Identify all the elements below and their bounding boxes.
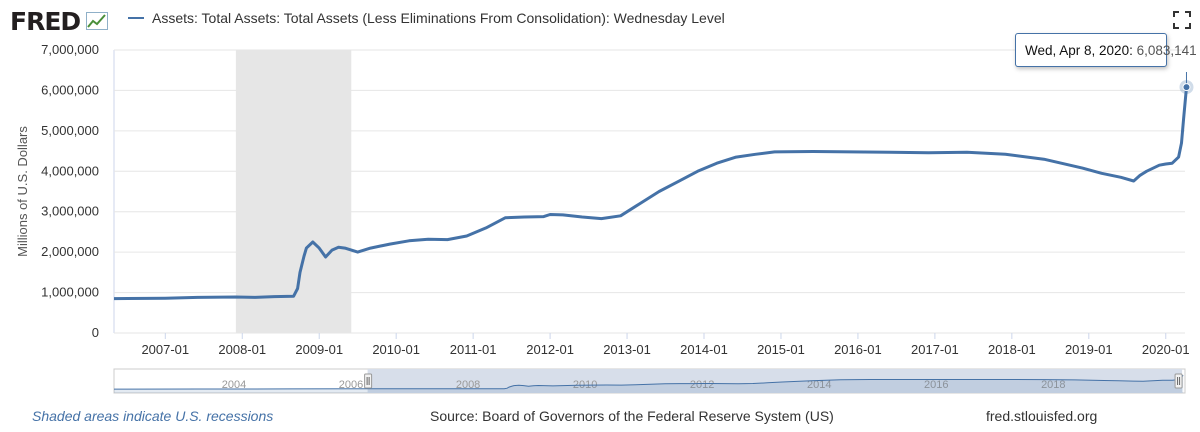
chart-footer: Shaded areas indicate U.S. recessions So… [0, 408, 1200, 428]
x-tick-label: 2020-01 [1142, 342, 1190, 357]
navigator-handle[interactable] [364, 373, 373, 389]
series-title: Assets: Total Assets: Total Assets (Less… [152, 10, 725, 26]
y-tick-label: 7,000,000 [41, 42, 99, 57]
navigator-year-label: 2016 [924, 379, 948, 391]
navigator-year-label: 2004 [222, 379, 246, 391]
legend-swatch [128, 17, 144, 19]
x-tick-label: 2008-01 [218, 342, 266, 357]
x-tick-label: 2013-01 [603, 342, 651, 357]
series-line [113, 86, 1188, 301]
x-tick-label: 2010-01 [372, 342, 420, 357]
navigator-year-label: 2012 [690, 379, 714, 391]
y-tick-label: 2,000,000 [41, 244, 99, 259]
y-tick-label: 1,000,000 [41, 285, 99, 300]
x-axis: 2007-01 2008-01 2009-01 2010-01 2011-01 2012-… [141, 333, 1190, 357]
x-tick-label: 2007-01 [141, 342, 189, 357]
x-tick-label: 2017-01 [911, 342, 959, 357]
fred-logo-text: FRED [10, 6, 81, 36]
y-tick-label: 0 [92, 325, 99, 340]
fred-logo[interactable]: FRED [10, 6, 109, 36]
fred-url-link[interactable]: fred.stlouisfed.org [986, 408, 1098, 424]
range-navigator: 2004 2006 2008 2010 2012 2014 2016 2018 [113, 368, 1186, 394]
recession-shading [235, 50, 352, 333]
y-tick-label: 3,000,000 [41, 204, 99, 219]
series-legend: Assets: Total Assets: Total Assets (Less… [128, 10, 725, 26]
navigator-handle[interactable] [1174, 373, 1183, 389]
recession-note: Shaded areas indicate U.S. recessions [32, 408, 274, 424]
x-tick-label: 2011-01 [450, 342, 497, 357]
tooltip-value: 6,083,141 [1136, 43, 1197, 58]
navigator-year-label: 2008 [456, 379, 480, 391]
y-tick-label: 5,000,000 [41, 123, 99, 138]
expand-icon[interactable] [1172, 10, 1192, 30]
x-tick-label: 2015-01 [757, 342, 805, 357]
data-tooltip: Wed, Apr 8, 2020: 6,083,141 [1015, 33, 1197, 67]
y-axis: 0 1,000,000 2,000,000 3,000,000 4,000,000 5,0… [15, 42, 99, 340]
navigator-series-line [113, 375, 1184, 390]
y-tick-label: 6,000,000 [41, 82, 99, 97]
x-tick-label: 2014-01 [680, 342, 728, 357]
y-tick-label: 4,000,000 [41, 163, 99, 178]
source-text: Source: Board of Governors of the Federa… [430, 408, 834, 424]
grid-lines [114, 49, 1185, 334]
navigator-year-label: 2018 [1041, 379, 1065, 391]
x-tick-label: 2019-01 [1065, 342, 1113, 357]
x-tick-label: 2009-01 [295, 342, 343, 357]
fred-graph-icon [86, 12, 109, 30]
y-axis-title: Millions of U.S. Dollars [15, 126, 30, 257]
chart-header: FRED Assets: Total Assets: Total Assets … [0, 0, 1200, 40]
highlight-point [1182, 83, 1191, 92]
x-tick-label: 2012-01 [526, 342, 574, 357]
x-tick-label: 2018-01 [988, 342, 1036, 357]
tooltip-date: Wed, Apr 8, 2020: [1025, 43, 1133, 58]
navigator-year-label: 2014 [807, 379, 831, 391]
x-tick-label: 2016-01 [834, 342, 882, 357]
navigator-year-label: 2006 [339, 379, 363, 391]
